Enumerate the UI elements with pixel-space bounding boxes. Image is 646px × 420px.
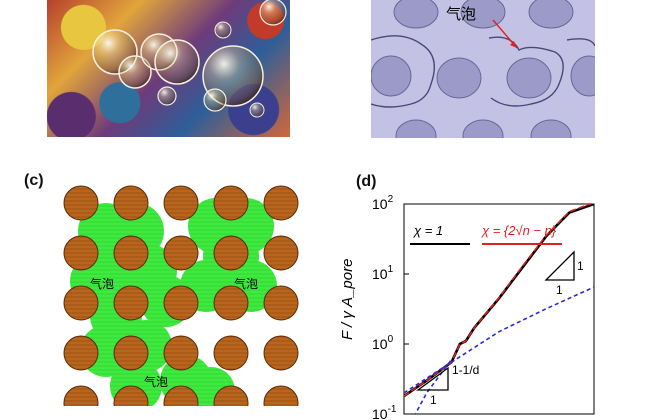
panel-label-d: (d) — [356, 173, 376, 191]
y-axis-ticks: 102 101 100 10-1 — [372, 194, 409, 420]
panel-label-c: (c) — [24, 172, 44, 190]
bubble-photo — [47, 0, 290, 137]
y-tick-label: 101 — [372, 264, 394, 282]
pores — [371, 0, 595, 138]
y-tick-label: 10-1 — [372, 404, 397, 420]
y-axis-label: F / γ A_pore — [339, 259, 356, 340]
slope-label-lower-vertical: 1-1/d — [452, 363, 479, 377]
legend-label-black: χ = 1 — [413, 223, 443, 238]
bubble-label: 气泡 — [144, 374, 168, 389]
y-tick-label: 100 — [372, 334, 394, 352]
legend-label-red: χ = {2√n − n} — [481, 223, 557, 238]
bubbles — [93, 0, 286, 117]
slope-triangle-upper — [546, 252, 574, 280]
pore-micrograph-drawing — [371, 0, 595, 138]
bubble-photo-drawing — [47, 0, 290, 137]
bubble-annotation-label: 气泡 — [446, 3, 476, 24]
slope-label-upper-vertical: 1 — [577, 259, 584, 273]
slope-label-upper-horizontal: 1 — [556, 283, 563, 297]
bubble-lattice-diagram: 气泡 气泡 气泡 — [56, 176, 306, 406]
force-scaling-chart: F / γ A_pore 102 101 100 10-1 χ = 1 χ = {2√… — [330, 190, 620, 420]
pore-micrograph: 气泡 — [371, 0, 595, 138]
slope-triangle-lower — [418, 368, 448, 390]
bubble-label: 气泡 — [90, 276, 114, 291]
bubble-label: 气泡 — [234, 276, 258, 291]
y-tick-label: 102 — [372, 194, 394, 212]
slope-label-lower-horizontal: 1 — [430, 393, 437, 407]
